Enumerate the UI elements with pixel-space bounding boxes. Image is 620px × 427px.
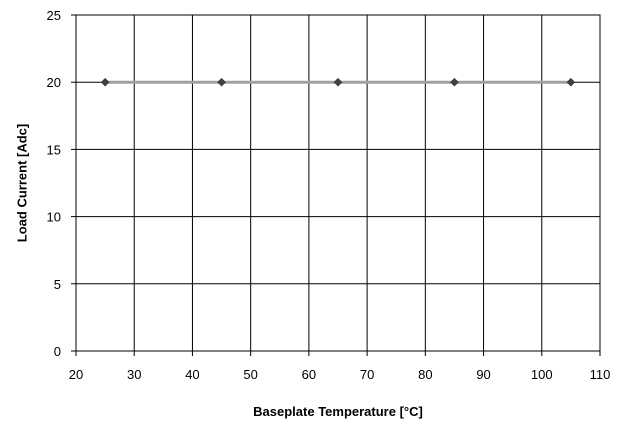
x-tick-label: 40 [185,367,199,382]
y-axis-title: Load Current [Adc] [14,124,29,242]
y-tick-label: 25 [47,8,61,23]
y-tick-label: 0 [54,344,61,359]
grid [75,14,601,352]
series [100,77,576,87]
x-tick-label: 110 [590,367,611,382]
y-tick-label: 20 [47,75,61,90]
x-tick-label: 90 [476,367,490,382]
x-tick-label: 80 [418,367,432,382]
data-point [217,77,226,87]
x-tick-label: 100 [531,367,553,382]
x-tick-label: 60 [302,367,316,382]
x-axis-ticks: 20 30 40 50 60 70 80 90 100 110 [69,351,611,382]
plot-frame [75,14,601,352]
x-tick-label: 30 [127,367,141,382]
x-tick-label: 70 [360,367,374,382]
y-tick-label: 15 [47,142,61,157]
data-point [566,77,576,87]
y-tick-label: 5 [54,277,61,292]
data-point [333,77,343,87]
y-tick-label: 10 [47,210,61,225]
x-axis-title: Baseplate Temperature [°C] [253,404,423,419]
y-axis-ticks: 0 5 10 15 20 25 [47,8,76,359]
data-point [100,77,110,87]
data-point [450,77,459,87]
x-tick-label: 20 [69,367,83,382]
x-tick-label: 50 [243,367,257,382]
